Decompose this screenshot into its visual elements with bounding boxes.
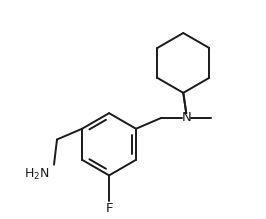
Text: H$_2$N: H$_2$N xyxy=(24,166,49,182)
Text: N: N xyxy=(181,111,191,124)
Text: F: F xyxy=(105,202,113,215)
